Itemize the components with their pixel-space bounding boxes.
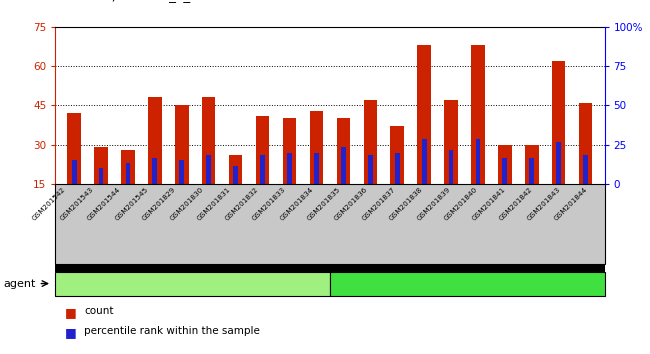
Text: agent: agent bbox=[3, 279, 36, 289]
Text: GSM201843: GSM201843 bbox=[526, 186, 562, 221]
Bar bbox=[471, 45, 485, 184]
Text: GSM201829: GSM201829 bbox=[141, 186, 177, 221]
Bar bbox=[417, 45, 431, 184]
Text: GSM201542: GSM201542 bbox=[31, 186, 67, 221]
Text: GSM201835: GSM201835 bbox=[306, 186, 342, 221]
Bar bbox=[498, 145, 512, 184]
Text: GSM201832: GSM201832 bbox=[224, 186, 259, 221]
Bar bbox=[583, 155, 588, 184]
Bar bbox=[202, 97, 215, 184]
Bar bbox=[260, 155, 265, 184]
Text: GSM201833: GSM201833 bbox=[251, 186, 287, 221]
Bar bbox=[502, 158, 507, 184]
Text: GSM201543: GSM201543 bbox=[59, 186, 94, 221]
Text: GSM201840: GSM201840 bbox=[443, 186, 479, 221]
Bar bbox=[175, 105, 188, 184]
Bar bbox=[72, 160, 77, 184]
Text: GSM201837: GSM201837 bbox=[361, 186, 396, 221]
Text: GDS4132 / 231850_x_at: GDS4132 / 231850_x_at bbox=[55, 0, 205, 2]
Bar bbox=[94, 147, 108, 184]
Bar bbox=[341, 147, 346, 184]
Bar bbox=[148, 97, 162, 184]
Bar bbox=[529, 158, 534, 184]
Text: ■: ■ bbox=[65, 326, 77, 339]
Bar bbox=[121, 150, 135, 184]
Text: percentile rank within the sample: percentile rank within the sample bbox=[84, 326, 261, 336]
Text: GSM201841: GSM201841 bbox=[471, 186, 506, 221]
Bar bbox=[179, 160, 184, 184]
Bar bbox=[99, 169, 103, 184]
Text: GSM201842: GSM201842 bbox=[499, 186, 534, 221]
Bar bbox=[256, 116, 269, 184]
Bar bbox=[153, 158, 157, 184]
Bar bbox=[233, 166, 238, 184]
Text: GSM201839: GSM201839 bbox=[416, 186, 452, 221]
Text: GSM201830: GSM201830 bbox=[169, 186, 204, 221]
Text: count: count bbox=[84, 306, 114, 316]
Text: GSM201838: GSM201838 bbox=[389, 186, 424, 221]
Bar bbox=[229, 155, 242, 184]
Bar bbox=[395, 153, 400, 184]
Bar bbox=[314, 153, 319, 184]
Bar bbox=[363, 100, 377, 184]
Text: GSM201834: GSM201834 bbox=[279, 186, 314, 221]
Text: GSM201831: GSM201831 bbox=[196, 186, 232, 221]
Bar bbox=[287, 153, 292, 184]
Bar bbox=[283, 119, 296, 184]
Text: GSM201544: GSM201544 bbox=[86, 186, 122, 221]
Bar bbox=[422, 139, 426, 184]
Bar bbox=[337, 119, 350, 184]
Bar bbox=[391, 126, 404, 184]
Bar bbox=[309, 110, 323, 184]
Bar bbox=[476, 139, 480, 184]
Bar bbox=[448, 150, 454, 184]
Bar bbox=[556, 142, 561, 184]
Bar bbox=[579, 103, 592, 184]
Bar bbox=[445, 100, 458, 184]
Bar bbox=[125, 163, 131, 184]
Text: ■: ■ bbox=[65, 306, 77, 319]
Text: pioglitazone: pioglitazone bbox=[433, 279, 501, 289]
Text: pretreatment: pretreatment bbox=[155, 279, 229, 289]
Bar bbox=[68, 113, 81, 184]
Bar bbox=[206, 155, 211, 184]
Bar bbox=[368, 155, 372, 184]
Text: GSM201836: GSM201836 bbox=[333, 186, 369, 221]
Bar bbox=[552, 61, 566, 184]
Text: GSM201844: GSM201844 bbox=[553, 186, 589, 221]
Bar bbox=[525, 145, 539, 184]
Text: GSM201545: GSM201545 bbox=[114, 186, 150, 221]
